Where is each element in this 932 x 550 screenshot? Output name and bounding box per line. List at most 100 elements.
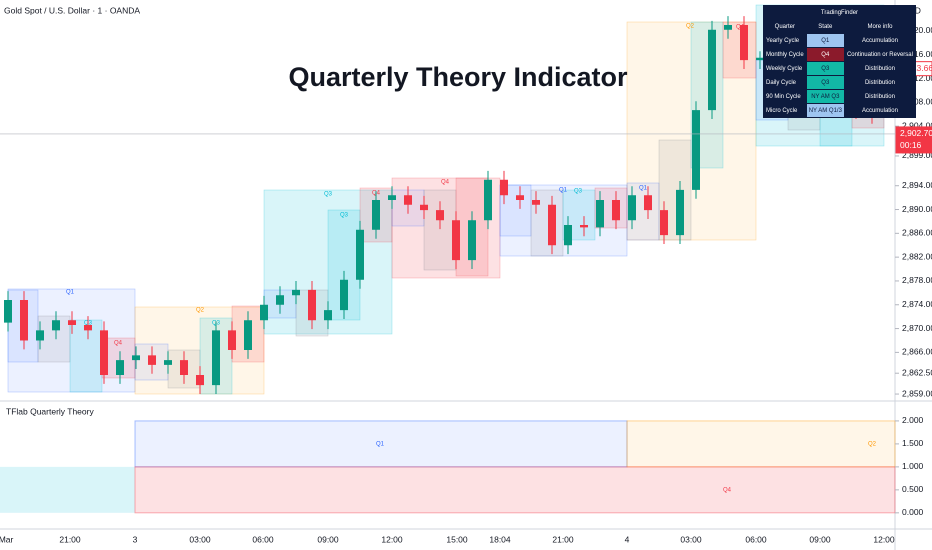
info-table: TradingFinder Quarter State More info Yearly… bbox=[763, 5, 916, 118]
y-tick-label: 2,886.000 bbox=[902, 228, 932, 238]
candle-body bbox=[212, 330, 220, 386]
y-tick-label: 2,882.000 bbox=[902, 251, 932, 261]
zone-label: Q4 bbox=[114, 341, 123, 347]
zone-label: Q1 bbox=[639, 186, 648, 192]
zone-label: Q4 bbox=[441, 180, 450, 186]
y-tick-label: 1.000 bbox=[902, 461, 924, 471]
candle-body bbox=[356, 229, 364, 280]
band-label: Q4 bbox=[723, 487, 732, 493]
candle-body bbox=[468, 220, 476, 261]
table-row: TradingFinder bbox=[763, 5, 916, 20]
candle-body bbox=[68, 320, 76, 325]
candle-body bbox=[564, 225, 572, 246]
table-row: Monthly Cycle Q4 Continuation or Reversal bbox=[763, 47, 916, 62]
quarter-box bbox=[391, 177, 501, 279]
candle-body bbox=[516, 195, 524, 200]
y-tick-label: 2,899.000 bbox=[902, 150, 932, 160]
candle-body bbox=[660, 210, 668, 236]
candle-body bbox=[532, 200, 540, 205]
candle-body bbox=[308, 289, 316, 321]
zone-label: Q2 bbox=[196, 308, 205, 314]
candle-body bbox=[612, 200, 620, 221]
table-cell: Distribution bbox=[843, 89, 916, 104]
candle-body bbox=[724, 25, 732, 30]
table-cell: Micro Cycle bbox=[763, 103, 807, 118]
overlay-title: Quarterly Theory Indicator bbox=[288, 62, 628, 92]
y-tick-label: 1.500 bbox=[902, 438, 924, 448]
y-tick-label: 0.000 bbox=[902, 507, 924, 517]
zone-label: Q3 bbox=[574, 189, 583, 195]
band bbox=[626, 420, 896, 468]
table-row: Quarter State More info bbox=[763, 19, 916, 34]
countdown: 00:16 bbox=[900, 140, 922, 150]
table-cell: NY AM Q3 bbox=[805, 89, 845, 104]
y-tick-label: 2,859.000 bbox=[902, 388, 932, 398]
x-tick-label: Mar bbox=[0, 534, 13, 544]
candle-body bbox=[676, 189, 684, 236]
candle-body bbox=[548, 204, 556, 246]
y-tick-label: 2,890.000 bbox=[902, 204, 932, 214]
quarter-box bbox=[530, 189, 564, 257]
y-tick-label: 2,920.000 bbox=[902, 25, 932, 35]
table-row: 90 Min Cycle NY AM Q3 Distribution bbox=[763, 89, 916, 104]
candle-body bbox=[196, 375, 204, 386]
x-tick-label: 21:00 bbox=[59, 534, 81, 544]
y-tick-label: 2,904.000 bbox=[902, 120, 932, 130]
table-row: Daily Cycle Q3 Distribution bbox=[763, 75, 916, 90]
quarter-box bbox=[7, 288, 136, 393]
x-tick-label: 09:00 bbox=[317, 534, 339, 544]
y-tick-label: 2,894.000 bbox=[902, 180, 932, 190]
candle-body bbox=[116, 360, 124, 375]
y-tick-label: 2,908.000 bbox=[902, 97, 932, 107]
candle-body bbox=[484, 179, 492, 221]
table-cell: Monthly Cycle bbox=[763, 47, 807, 62]
zone-label: Q1 bbox=[559, 188, 568, 194]
table-cell: Accumulation bbox=[843, 33, 916, 48]
table-cell: Distribution bbox=[843, 61, 916, 76]
x-tick-label: 18:04 bbox=[489, 534, 511, 544]
candle-body bbox=[708, 29, 716, 111]
band bbox=[0, 466, 135, 513]
candle-body bbox=[596, 200, 604, 228]
candle-body bbox=[180, 360, 188, 375]
zone-label: Q3 bbox=[324, 192, 333, 198]
x-tick-label: 4 bbox=[625, 534, 630, 544]
candle-body bbox=[340, 279, 348, 311]
candle-body bbox=[244, 320, 252, 350]
table-header: More info bbox=[843, 19, 916, 34]
table-title: TradingFinder bbox=[763, 5, 916, 20]
table-header: State bbox=[805, 19, 845, 34]
x-tick-label: 3 bbox=[133, 534, 138, 544]
candle-body bbox=[452, 220, 460, 261]
table-cell: NY AM Q1/3 bbox=[805, 103, 845, 118]
price-tag bbox=[895, 126, 932, 154]
y-tick-label: 2,878.000 bbox=[902, 275, 932, 285]
candle-body bbox=[228, 330, 236, 350]
symbol-title: Gold Spot / U.S. Dollar · 1 · OANDA bbox=[4, 5, 140, 15]
x-tick-label: 15:00 bbox=[446, 534, 468, 544]
zone-label: Q2 bbox=[686, 24, 695, 30]
candle-body bbox=[4, 300, 12, 323]
y-tick-label: 2,870.000 bbox=[902, 323, 932, 333]
candle-body bbox=[580, 225, 588, 228]
table-cell: Q4 bbox=[805, 47, 845, 62]
candle-body bbox=[420, 204, 428, 211]
band bbox=[134, 466, 896, 514]
x-tick-label: 06:00 bbox=[252, 534, 274, 544]
candle-body bbox=[84, 325, 92, 331]
table-cell: Q3 bbox=[805, 75, 845, 90]
table-row: Yearly Cycle Q1 Accumulation bbox=[763, 33, 916, 48]
candle-body bbox=[404, 195, 412, 205]
price-tag-label: 2,913.665 bbox=[900, 63, 932, 73]
candle-body bbox=[164, 360, 172, 365]
candle-body bbox=[148, 355, 156, 365]
candle-body bbox=[292, 289, 300, 296]
table-header: Quarter bbox=[763, 19, 807, 34]
table-cell: Accumulation bbox=[843, 103, 916, 118]
candle-body bbox=[388, 195, 396, 200]
candle-body bbox=[324, 310, 332, 321]
candle-body bbox=[692, 110, 700, 190]
y-tick-label: 0.500 bbox=[902, 484, 924, 494]
candle-body bbox=[36, 330, 44, 341]
